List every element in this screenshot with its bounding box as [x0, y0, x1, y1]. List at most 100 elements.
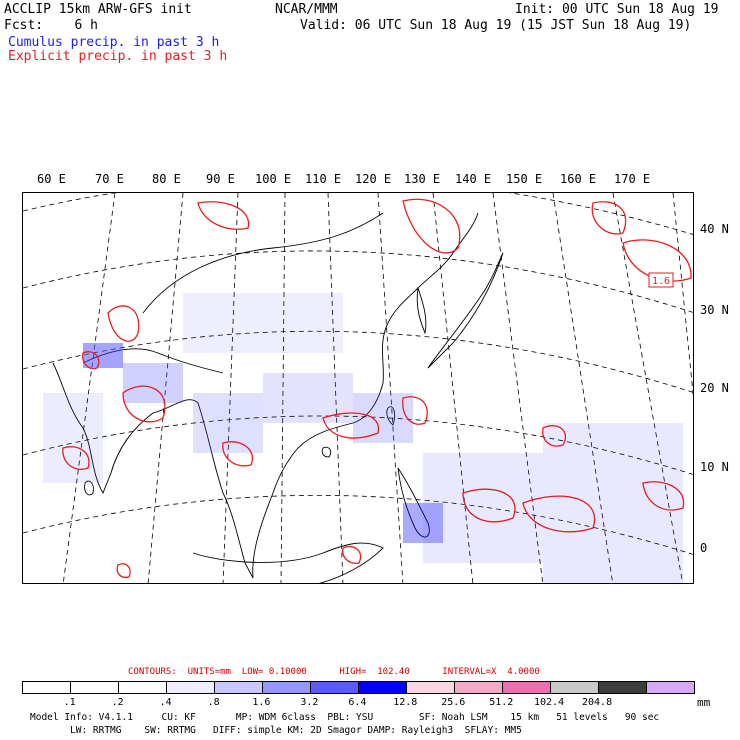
lon-label-140e: 140 E [455, 172, 492, 186]
lon-label-90e: 90 E [206, 172, 235, 186]
lon-label-70e: 70 E [95, 172, 124, 186]
init-time: Init: 00 UTC Sun 18 Aug 19 [515, 2, 719, 17]
lon-label-170e: 170 E [614, 172, 651, 186]
colorbar-cell [454, 681, 503, 694]
meridian-70e [62, 193, 116, 583]
valid-time: Valid: 06 UTC Sun 18 Aug 19 (15 JST Sun … [300, 18, 692, 33]
precip-cluster-china-south [322, 412, 380, 439]
colorbar-level-label: .8 [207, 697, 220, 708]
colorbar-level-label: 204.8 [582, 697, 613, 708]
philippines [397, 467, 430, 538]
colorbar-cell [22, 681, 71, 694]
precip-cluster-taiwan [402, 396, 428, 425]
lon-label-80e: 80 E [152, 172, 181, 186]
colorbar-cell [550, 681, 599, 694]
japan [427, 252, 504, 369]
meridian-120e [377, 193, 404, 583]
lat-label-0: 0 [700, 541, 708, 555]
lat-line-30n [23, 250, 693, 313]
precip-cluster-philippine-sea [542, 425, 567, 447]
colorbar-level-label: 6.4 [348, 697, 367, 708]
colorbar-level-label: 25.6 [441, 697, 466, 708]
lon-label-150e: 150 E [506, 172, 543, 186]
colorbar-level-label: 3.2 [300, 697, 319, 708]
asia-coast [52, 212, 479, 579]
colorbar-level-label: 1.6 [252, 697, 271, 708]
lat-line-0 [23, 494, 693, 555]
precip-cluster-tibet [107, 305, 140, 342]
colorbar-level-label: 12.8 [393, 697, 418, 708]
forecast-hour: Fcst: 6 h [4, 18, 98, 33]
meridian-130e [432, 193, 474, 583]
china-border [142, 212, 384, 314]
korea [416, 287, 427, 335]
contours-info: CONTOURS: UNITS=mm LOW= 0.10000 HIGH= 10… [128, 667, 540, 677]
colorbar-cell [502, 681, 551, 694]
lat-label-30n: 30 N [700, 303, 729, 317]
lon-label-60e: 60 E [37, 172, 66, 186]
precip-cluster-pacific-ne [622, 239, 692, 282]
colorbar-cell [358, 681, 407, 694]
precip-cluster-indochina [222, 441, 254, 467]
meridian-80e [147, 193, 184, 583]
precip-cluster-india [82, 351, 100, 370]
lat-line-40n [23, 193, 693, 235]
lat-line-10n [23, 415, 693, 475]
cumulus-legend-label: Cumulus precip. in past 3 h [8, 35, 220, 50]
colorbar-level-label: .4 [159, 697, 172, 708]
precip-cluster-north [197, 201, 250, 230]
precip-cluster-itcz-3 [642, 481, 685, 511]
lat-label-20n: 20 N [700, 381, 729, 395]
meridian-100e [280, 193, 286, 583]
precip-cluster-pacific-e [591, 201, 627, 235]
lon-label-130e: 130 E [404, 172, 441, 186]
agency-label: NCAR/MMM [275, 2, 338, 17]
colorbar-cell [598, 681, 647, 694]
explicit-legend-label: Explicit precip. in past 3 h [8, 49, 228, 64]
colorbar-level-label: .1 [63, 697, 76, 708]
taiwan [386, 406, 396, 426]
meridian-170e [672, 193, 693, 398]
precip-cluster-bay [122, 385, 166, 423]
sri-lanka [84, 480, 94, 496]
precip-cluster-sumatra [116, 563, 131, 579]
lat-label-40n: 40 N [700, 222, 729, 236]
cumulus-precip [43, 293, 683, 583]
precip-cluster-sri-lanka [62, 446, 90, 470]
lon-label-100e: 100 E [255, 172, 292, 186]
colorbar-level-label: .2 [111, 697, 124, 708]
lat-line-20n [23, 330, 693, 393]
precip-cluster-itcz-1 [462, 488, 516, 523]
meridian-160e [612, 193, 684, 583]
meridian-90e [222, 193, 239, 583]
model-info-line1: Model Info: V4.1.1 CU: KF MP: WDM 6class… [30, 712, 660, 723]
meridian-150e [552, 193, 614, 583]
lon-label-110e: 110 E [305, 172, 342, 186]
colorbar-cell [310, 681, 359, 694]
high-value-label: 1.6 [652, 276, 670, 287]
model-title: ACCLIP 15km ARW-GFS init [4, 2, 192, 17]
colorbar-cell [262, 681, 311, 694]
colorbar-cell [214, 681, 263, 694]
colorbar-cell [166, 681, 215, 694]
borneo-sumatra [192, 542, 384, 583]
lon-label-120e: 120 E [355, 172, 392, 186]
precip-cluster-ne-china [402, 198, 461, 254]
colorbar-cell [406, 681, 455, 694]
colorbar-cell [118, 681, 167, 694]
lon-label-160e: 160 E [560, 172, 597, 186]
high-marker: 1.6 [648, 272, 674, 288]
precip-cluster-borneo [342, 545, 362, 564]
lat-label-10n: 10 N [700, 460, 729, 474]
precip-cluster-itcz-2 [522, 495, 596, 533]
meridian-110e [327, 193, 344, 583]
colorbar-level-label: 102.4 [534, 697, 565, 708]
colorbar-unit: mm [697, 696, 711, 709]
precip-map: 1.6 [22, 192, 694, 584]
colorbar-cell [646, 681, 695, 694]
explicit-precip [62, 198, 692, 579]
colorbar-level-label: 51.2 [489, 697, 514, 708]
model-info-line2: LW: RRTMG SW: RRTMG DIFF: simple KM: 2D … [70, 725, 522, 736]
colorbar-cell [70, 681, 119, 694]
hainan [321, 446, 332, 458]
